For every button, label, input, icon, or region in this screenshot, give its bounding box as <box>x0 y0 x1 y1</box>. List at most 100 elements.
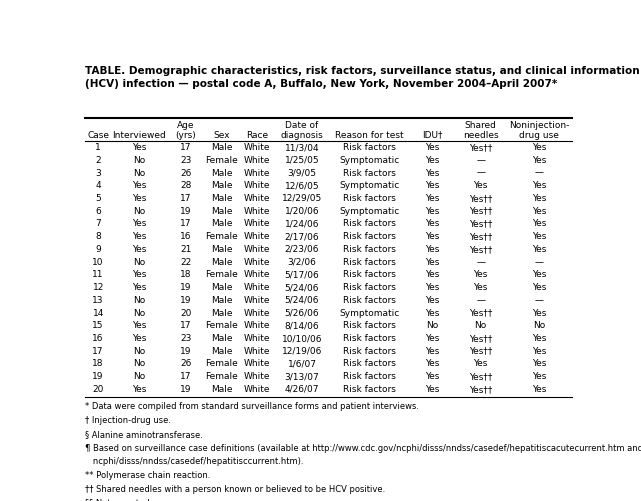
Text: Reason for test: Reason for test <box>335 131 404 140</box>
Text: No: No <box>533 321 545 330</box>
Text: 23: 23 <box>180 334 191 343</box>
Text: 20: 20 <box>180 309 191 318</box>
Text: Male: Male <box>211 309 232 318</box>
Text: Yes: Yes <box>425 372 440 381</box>
Text: Age: Age <box>177 121 194 130</box>
Text: Yes: Yes <box>425 360 440 368</box>
Text: Yes††: Yes†† <box>469 219 492 228</box>
Text: Yes††: Yes†† <box>469 194 492 203</box>
Text: 8/14/06: 8/14/06 <box>285 321 319 330</box>
Text: Yes: Yes <box>132 232 147 241</box>
Text: 19: 19 <box>180 283 192 292</box>
Text: 17: 17 <box>180 194 192 203</box>
Text: Yes: Yes <box>425 219 440 228</box>
Text: Sex: Sex <box>213 131 229 140</box>
Text: Yes: Yes <box>132 181 147 190</box>
Text: (yrs): (yrs) <box>175 131 196 140</box>
Text: Yes††: Yes†† <box>469 207 492 216</box>
Text: 19: 19 <box>180 347 192 356</box>
Text: Yes: Yes <box>532 271 546 280</box>
Text: White: White <box>244 168 271 177</box>
Text: 7: 7 <box>96 219 101 228</box>
Text: Female: Female <box>205 271 238 280</box>
Text: 17: 17 <box>180 219 192 228</box>
Text: Risk factors: Risk factors <box>343 219 396 228</box>
Text: Yes: Yes <box>425 334 440 343</box>
Text: 1/25/05: 1/25/05 <box>285 156 319 165</box>
Text: 19: 19 <box>180 207 192 216</box>
Text: White: White <box>244 360 271 368</box>
Text: Yes††: Yes†† <box>469 334 492 343</box>
Text: Risk factors: Risk factors <box>343 347 396 356</box>
Text: Yes: Yes <box>532 156 546 165</box>
Text: White: White <box>244 219 271 228</box>
Text: 1/20/06: 1/20/06 <box>285 207 319 216</box>
Text: Yes: Yes <box>532 207 546 216</box>
Text: Yes: Yes <box>532 309 546 318</box>
Text: 19: 19 <box>180 385 192 394</box>
Text: Yes††: Yes†† <box>469 372 492 381</box>
Text: Female: Female <box>205 232 238 241</box>
Text: Risk factors: Risk factors <box>343 232 396 241</box>
Text: 4: 4 <box>96 181 101 190</box>
Text: Risk factors: Risk factors <box>343 360 396 368</box>
Text: 12: 12 <box>92 283 104 292</box>
Text: IDU†: IDU† <box>422 131 443 140</box>
Text: Risk factors: Risk factors <box>343 168 396 177</box>
Text: White: White <box>244 385 271 394</box>
Text: —: — <box>476 258 485 267</box>
Text: 12/6/05: 12/6/05 <box>285 181 319 190</box>
Text: White: White <box>244 232 271 241</box>
Text: ncphi/disss/nndss/casedef/hepatitisccurrent.htm).: ncphi/disss/nndss/casedef/hepatitisccurr… <box>85 457 304 466</box>
Text: Race: Race <box>246 131 269 140</box>
Text: Yes: Yes <box>532 181 546 190</box>
Text: 5: 5 <box>96 194 101 203</box>
Text: Yes: Yes <box>425 271 440 280</box>
Text: No: No <box>133 372 146 381</box>
Text: —: — <box>476 168 485 177</box>
Text: Yes: Yes <box>132 219 147 228</box>
Text: § Alanine aminotransferase.: § Alanine aminotransferase. <box>85 430 203 439</box>
Text: Yes: Yes <box>425 258 440 267</box>
Text: 11: 11 <box>92 271 104 280</box>
Text: Female: Female <box>205 372 238 381</box>
Text: No: No <box>133 360 146 368</box>
Text: Risk factors: Risk factors <box>343 143 396 152</box>
Text: Female: Female <box>205 156 238 165</box>
Text: Yes: Yes <box>425 245 440 254</box>
Text: needles: needles <box>463 131 499 140</box>
Text: 5/26/06: 5/26/06 <box>285 309 319 318</box>
Text: Risk factors: Risk factors <box>343 321 396 330</box>
Text: Yes: Yes <box>474 271 488 280</box>
Text: Female: Female <box>205 321 238 330</box>
Text: —: — <box>535 258 544 267</box>
Text: 3/9/05: 3/9/05 <box>288 168 317 177</box>
Text: Risk factors: Risk factors <box>343 372 396 381</box>
Text: 28: 28 <box>180 181 191 190</box>
Text: Risk factors: Risk factors <box>343 245 396 254</box>
Text: Yes: Yes <box>425 309 440 318</box>
Text: 17: 17 <box>180 143 192 152</box>
Text: Yes††: Yes†† <box>469 385 492 394</box>
Text: 20: 20 <box>92 385 104 394</box>
Text: Yes: Yes <box>532 232 546 241</box>
Text: No: No <box>133 309 146 318</box>
Text: Risk factors: Risk factors <box>343 283 396 292</box>
Text: Risk factors: Risk factors <box>343 385 396 394</box>
Text: Risk factors: Risk factors <box>343 296 396 305</box>
Text: Yes††: Yes†† <box>469 245 492 254</box>
Text: Noninjection-: Noninjection- <box>509 121 569 130</box>
Text: 12/29/05: 12/29/05 <box>282 194 322 203</box>
Text: 15: 15 <box>92 321 104 330</box>
Text: Yes: Yes <box>532 283 546 292</box>
Text: † Injection-drug use.: † Injection-drug use. <box>85 416 171 425</box>
Text: White: White <box>244 372 271 381</box>
Text: Shared: Shared <box>465 121 497 130</box>
Text: Yes: Yes <box>425 385 440 394</box>
Text: Risk factors: Risk factors <box>343 194 396 203</box>
Text: 2/17/06: 2/17/06 <box>285 232 319 241</box>
Text: Yes: Yes <box>425 156 440 165</box>
Text: Yes: Yes <box>425 168 440 177</box>
Text: —: — <box>476 156 485 165</box>
Text: No: No <box>133 347 146 356</box>
